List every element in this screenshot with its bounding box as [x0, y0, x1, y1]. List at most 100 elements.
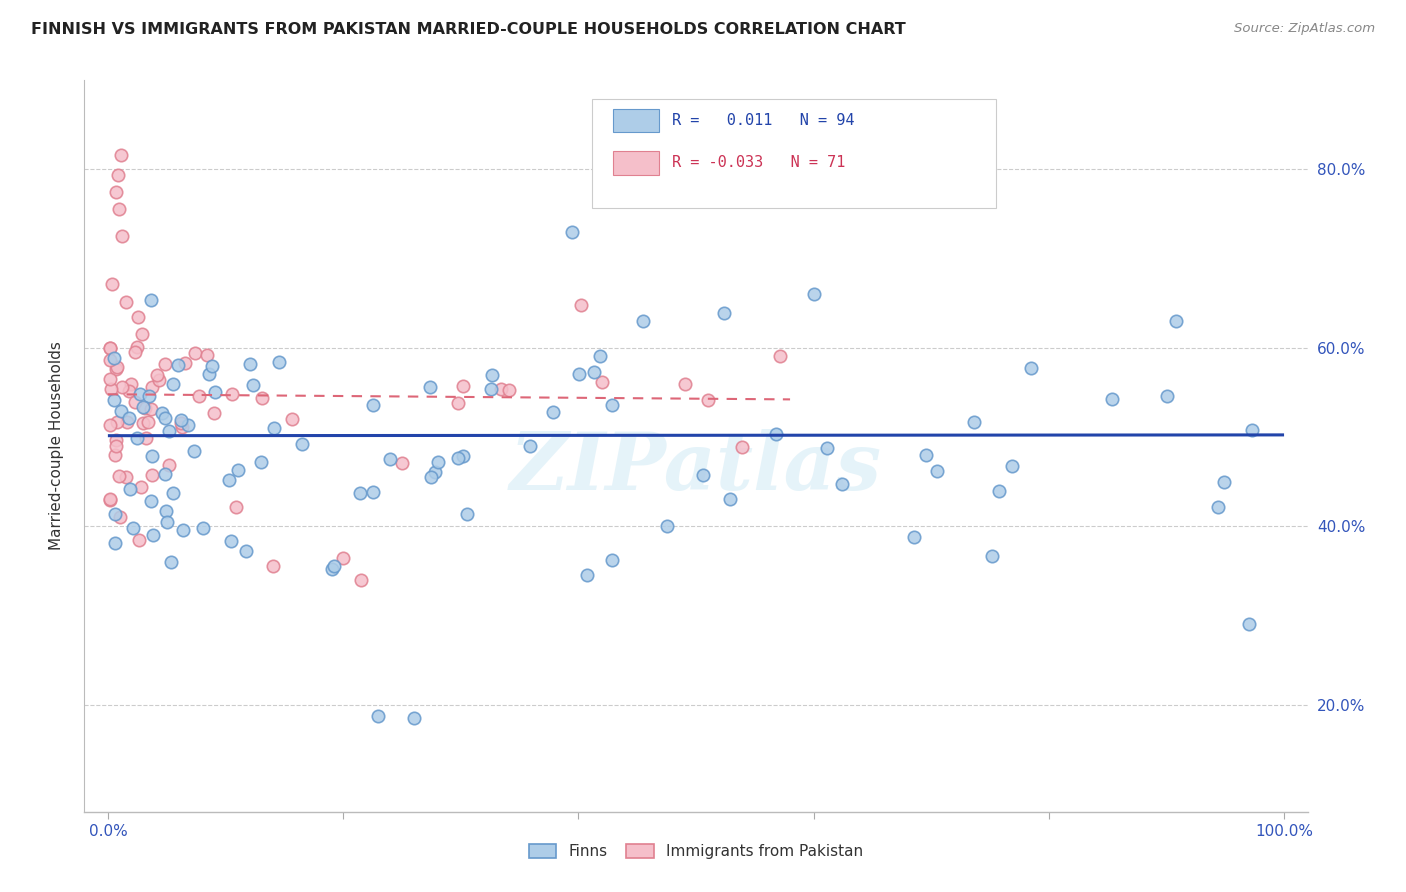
- Point: [139, 494, 162, 508]
- Point: [108, 469, 131, 483]
- Point: [172, 523, 194, 537]
- Point: [600, 553, 623, 567]
- Point: [141, 380, 163, 394]
- Text: ZIPatlas: ZIPatlas: [510, 429, 882, 507]
- Point: [173, 356, 195, 370]
- Point: [925, 464, 948, 478]
- Point: [456, 507, 478, 521]
- Point: [121, 521, 143, 535]
- Point: [138, 389, 160, 403]
- Point: [177, 418, 200, 433]
- Point: [378, 452, 401, 467]
- Text: Source: ZipAtlas.com: Source: ZipAtlas.com: [1234, 22, 1375, 36]
- Point: [98, 493, 121, 508]
- Point: [124, 344, 146, 359]
- Point: [105, 362, 128, 376]
- Point: [321, 561, 343, 575]
- Point: [218, 473, 240, 487]
- Point: [128, 533, 150, 548]
- Point: [269, 355, 291, 369]
- Point: [675, 376, 697, 391]
- Point: [451, 450, 474, 464]
- Point: [153, 467, 176, 481]
- Point: [169, 413, 191, 427]
- Point: [1101, 392, 1123, 406]
- Point: [489, 382, 512, 396]
- Point: [127, 430, 149, 444]
- Point: [1019, 361, 1042, 376]
- Point: [135, 431, 157, 445]
- Point: [104, 448, 127, 462]
- Point: [98, 341, 121, 355]
- Point: [120, 482, 142, 496]
- Point: [425, 465, 447, 479]
- Point: [103, 351, 125, 365]
- Point: [291, 437, 314, 451]
- Point: [1001, 458, 1024, 473]
- Point: [141, 401, 163, 416]
- Point: [98, 417, 121, 432]
- Point: [110, 404, 132, 418]
- Point: [583, 365, 606, 379]
- Point: [118, 384, 141, 398]
- Point: [128, 387, 150, 401]
- Point: [170, 420, 193, 434]
- Point: [713, 305, 735, 319]
- Point: [903, 530, 925, 544]
- Point: [225, 500, 247, 514]
- Point: [127, 310, 149, 324]
- Point: [221, 387, 243, 401]
- Point: [202, 406, 225, 420]
- Legend: Finns, Immigrants from Pakistan: Finns, Immigrants from Pakistan: [529, 844, 863, 859]
- Point: [100, 382, 122, 396]
- Point: [110, 380, 132, 394]
- FancyBboxPatch shape: [592, 99, 995, 209]
- Point: [1240, 423, 1263, 437]
- Point: [184, 346, 207, 360]
- Point: [105, 185, 128, 199]
- Point: [692, 468, 714, 483]
- Point: [105, 433, 128, 447]
- Point: [153, 411, 176, 425]
- Point: [367, 709, 389, 723]
- Point: [588, 349, 610, 363]
- Point: [426, 455, 449, 469]
- Point: [402, 711, 425, 725]
- Point: [132, 417, 155, 431]
- Point: [141, 449, 163, 463]
- Point: [541, 404, 564, 418]
- Point: [600, 399, 623, 413]
- Point: [162, 485, 184, 500]
- Point: [98, 491, 121, 506]
- Point: [235, 544, 257, 558]
- Point: [575, 567, 598, 582]
- Y-axis label: Married-couple Households: Married-couple Households: [49, 342, 63, 550]
- Point: [915, 448, 938, 462]
- Point: [1237, 617, 1260, 632]
- Point: [156, 515, 179, 529]
- Point: [204, 384, 226, 399]
- Point: [98, 342, 121, 356]
- Point: [765, 427, 787, 442]
- Point: [127, 340, 149, 354]
- Point: [110, 509, 132, 524]
- Point: [242, 378, 264, 392]
- Point: [98, 353, 121, 368]
- Point: [98, 372, 121, 386]
- Point: [120, 377, 142, 392]
- Point: [188, 389, 211, 403]
- Point: [103, 392, 125, 407]
- Point: [561, 225, 583, 239]
- Point: [332, 550, 354, 565]
- Point: [481, 368, 503, 382]
- Point: [350, 573, 373, 587]
- Point: [141, 467, 163, 482]
- Point: [195, 348, 218, 362]
- Point: [160, 556, 183, 570]
- Point: [349, 485, 371, 500]
- Point: [153, 357, 176, 371]
- Point: [718, 492, 741, 507]
- Point: [981, 549, 1004, 564]
- Point: [361, 484, 384, 499]
- Point: [114, 470, 136, 484]
